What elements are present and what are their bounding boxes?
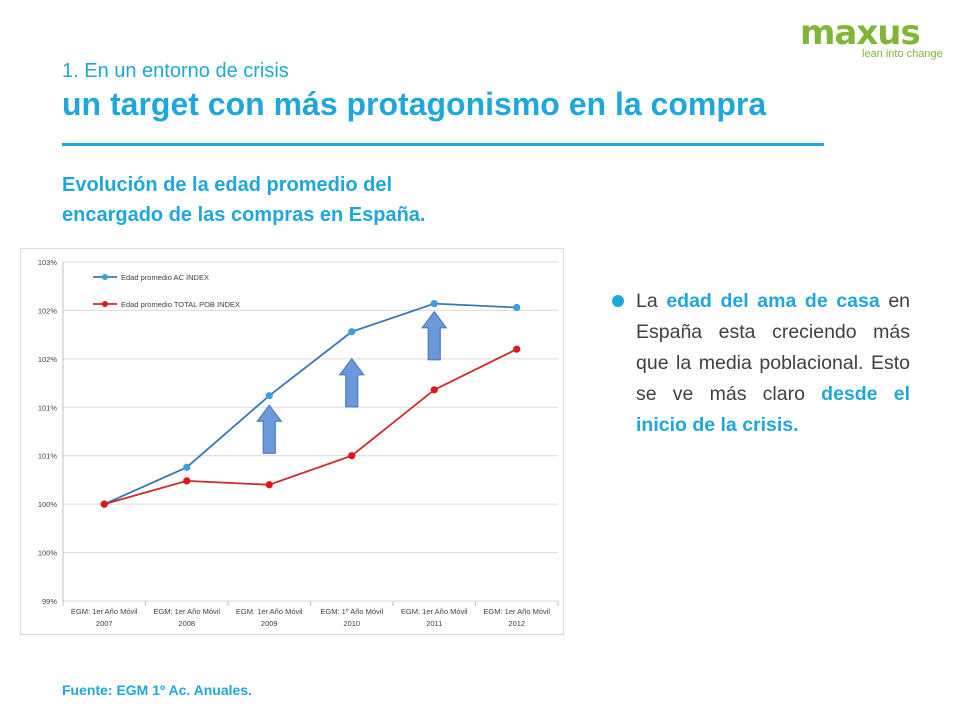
subtitle-line-1: Evolución de la edad promedio del [62,174,393,196]
data-point [348,328,356,336]
y-tick-label: 103% [38,258,58,267]
arrow-up-icon [338,357,365,408]
x-tick-label: EGM: 1er Año Móvil 2012 [483,607,550,628]
y-tick-label: 102% [38,306,58,315]
data-point [265,481,273,489]
data-point [513,345,521,353]
x-tick-label: EGM: 1er Año Móvil 2007 [71,607,138,628]
x-tick-label: EGM: 1er Año Móvil 2008 [153,607,220,628]
legend-marker [102,274,108,280]
line-chart: 99% 100% 100% 101% 101% 102% 102% 103% EGM: 1er … [38,258,559,628]
source-note: Fuente: EGM 1º Ac. Anuales. [62,682,252,698]
data-point [430,300,438,308]
series-line [103,302,517,505]
y-tick-label: 100% [38,549,58,558]
title-divider [62,143,824,146]
y-tick-label: 101% [38,452,58,461]
data-point [100,500,108,508]
maxus-logo: maxus lean into change [800,13,943,64]
slide-subtitle: Evolución de la edad promedio del encarg… [62,170,425,230]
data-point [265,392,273,400]
bullet-highlight-1: edad del ama de casa [666,290,880,312]
series-line [104,348,518,506]
data-point [183,477,191,485]
data-point [348,452,356,460]
arrow-up-icon [256,404,283,454]
bullet-text: La edad del ama de casa en España esta c… [636,286,910,441]
chart-frame: 99% 100% 100% 101% 101% 102% 102% 103% EGM: 1er … [20,248,564,635]
legend-label: Edad promedio AC INDEX [121,273,209,282]
logo-tagline: lean into change [862,48,943,60]
x-tick-label: EGM: 1er Año Móvil 2011 [401,607,468,628]
y-tick-label: 100% [38,500,58,509]
y-tick-label: 101% [38,403,58,412]
slide-kicker: 1. En un entorno de crisis [62,60,289,82]
logo-wordmark: maxus [800,13,921,53]
x-tick-label: EGM: 1er Año Móvil 2009 [236,607,303,628]
arrow-up-icon [421,310,448,361]
bullet-text-part-2: en España esta creciendo más que la medi… [636,290,911,405]
y-tick-label: 99% [42,597,57,606]
slide-title: un target con más protagonismo en la com… [62,86,767,122]
y-tick-label: 102% [38,355,58,364]
bullet-text-part-1: La [636,290,667,312]
data-point [430,386,438,394]
data-point [183,463,191,471]
subtitle-line-2: encargado de las compras en España. [62,204,426,226]
bullet-highlight-2: desde el inicio de la crisis. [636,383,910,436]
legend-label: Edad promedio TOTAL POB INDEX [121,300,240,309]
x-tick-label: EGM: 1º Año Móvil 2010 [320,607,383,628]
legend-marker [102,301,108,307]
bullet-point: La edad del ama de casa en España esta c… [612,286,910,441]
bullet-dot-icon [612,295,624,307]
data-point [513,303,521,312]
